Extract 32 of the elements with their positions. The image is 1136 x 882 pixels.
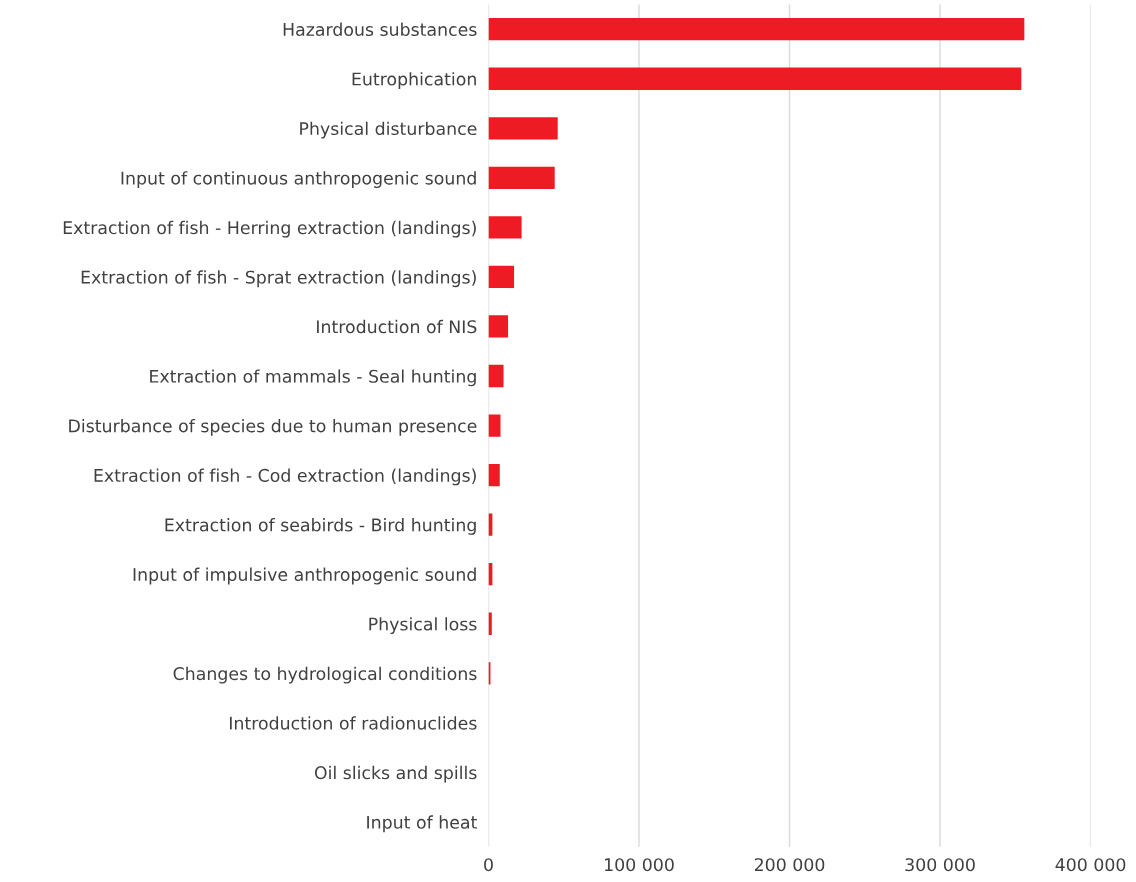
bar bbox=[488, 117, 558, 140]
bar bbox=[488, 216, 522, 239]
x-tick-label: 100 000 bbox=[605, 858, 674, 872]
bar bbox=[488, 67, 1022, 90]
y-tick-label: Input of continuous anthropogenic sound bbox=[121, 171, 476, 189]
x-tick-label: 200 000 bbox=[754, 858, 825, 872]
bar bbox=[488, 315, 509, 338]
y-tick-label: Physical disturbance bbox=[300, 121, 477, 139]
y-tick-label: Input of heat bbox=[367, 815, 477, 833]
x-tick-label: 0 bbox=[484, 858, 493, 872]
bar bbox=[488, 265, 515, 289]
y-tick-label: Extraction of seabirds - Bird hunting bbox=[165, 518, 476, 535]
y-tick-label: Changes to hydrological conditions bbox=[173, 666, 477, 684]
y-tick-label: Disturbance of species due to human presence bbox=[69, 418, 477, 436]
y-tick-label: Extraction of fish - Cod extraction (landings) bbox=[94, 468, 476, 486]
y-tick-label: Introduction of radionuclides bbox=[229, 716, 477, 730]
bar bbox=[488, 463, 500, 487]
y-tick-label: Input of impulsive anthropogenic sound bbox=[133, 567, 476, 585]
y-tick-label: Hazardous substances bbox=[283, 22, 477, 37]
bar bbox=[488, 166, 555, 189]
x-tick-label: 300 000 bbox=[905, 858, 975, 872]
y-tick-label: Introduction of NIS bbox=[317, 319, 477, 334]
y-tick-label: Physical loss bbox=[369, 617, 477, 634]
y-tick-label: Extraction of fish - Herring extraction (landings) bbox=[63, 220, 476, 238]
bar bbox=[488, 364, 504, 388]
bar bbox=[488, 18, 1025, 41]
y-tick-label: Extraction of mammals - Seal hunting bbox=[150, 369, 476, 387]
y-tick-label: Oil slicks and spills bbox=[314, 765, 477, 783]
bar bbox=[488, 414, 501, 437]
x-tick-label: 400 000 bbox=[1055, 858, 1126, 872]
y-tick-label: Eutrophication bbox=[352, 72, 476, 89]
y-tick-label: Extraction of fish - Sprat extraction (landings) bbox=[81, 270, 476, 288]
